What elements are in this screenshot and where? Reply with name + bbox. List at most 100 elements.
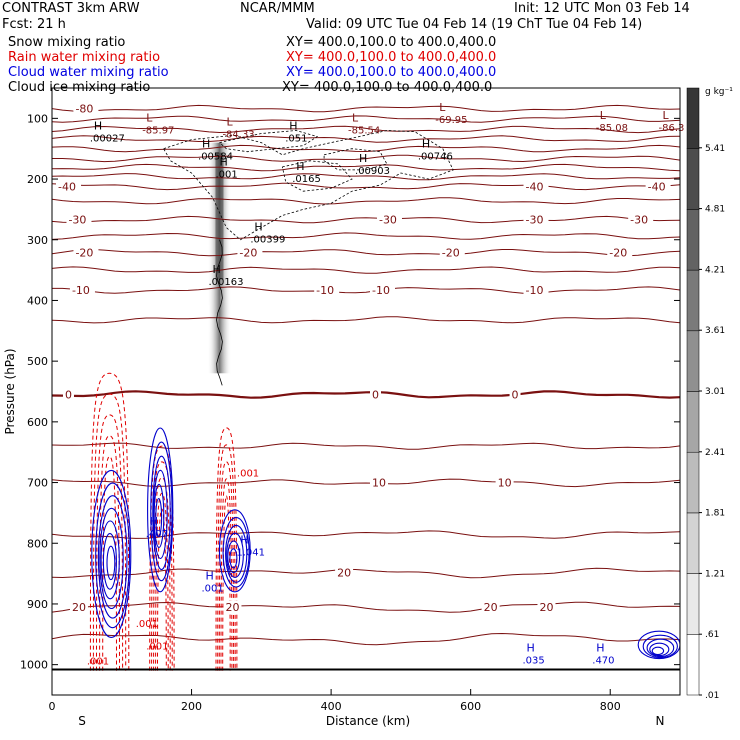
extremum-value: -85.97 [142,125,174,136]
y-axis-title: Pressure (hPa) [3,348,17,434]
colorbar-unit: g kg⁻¹ [705,87,733,97]
isotherm-0 [52,390,680,399]
colorbar-segment [686,634,700,696]
isotherm--50 [52,163,680,172]
rain-contour [102,456,117,671]
y-tick-label: 300 [27,234,48,247]
temp-label-bg [370,284,395,296]
cloud-water-contour [651,646,665,656]
colorbar-segment [686,573,700,635]
colorbar-label: 3.01 [705,387,725,397]
colorbar-segment [686,87,700,149]
temp-label: 0 [512,389,519,402]
cloud-water-contour [222,517,250,588]
isotherm-25 [52,601,680,613]
cloud-water-contour [227,540,241,574]
isotherm--35 [52,197,680,205]
extremum-value: .00584 [198,151,233,162]
x-tick-label: 200 [181,700,202,713]
temp-label-bg [62,388,74,400]
isotherm-10 [52,478,680,488]
colorbar-label: 2.41 [705,448,725,458]
rain-contour [89,372,130,671]
temp-label-bg [335,566,354,578]
colorbar-label: 1.21 [705,569,725,579]
temp-label: -10 [72,284,90,297]
extremum-mark: L [439,101,446,114]
isotherm--5 [52,316,680,324]
south-label: S [78,714,86,728]
isotherm-20 [52,567,680,579]
temp-label: 20 [539,601,553,614]
field-label-snow: Snow mixing ratio [8,35,126,50]
y-tick-label: 400 [27,294,48,307]
extremum-value: .00027 [90,133,125,144]
temp-label: 0 [65,389,72,402]
extremum-mark: H [289,119,297,132]
extremum-mark: L [352,111,359,124]
temp-label-bg [376,213,402,225]
extremum-mark: H [240,533,248,546]
snow-shading-layer [207,142,232,374]
extremum-mark: L [600,109,607,122]
colorbar-segment [686,209,700,271]
x-tick-label: 600 [460,700,481,713]
cloud-water-contour [95,482,131,629]
cloud-water-contour [152,455,171,571]
y-tick-label: 800 [27,537,48,550]
cloud-ice-contours [163,130,454,386]
cloud-ice-contour [323,148,388,171]
temp-label: 20 [225,601,239,614]
cloud-water-contour [153,469,168,560]
temp-label: -30 [68,214,86,227]
isotherm--25 [52,232,680,240]
extremum-mark: H [254,221,262,234]
isotherm--40 [52,182,680,191]
colorbar: 5.41 4.81 4.21 3.61 3.01 2.41 1.81 1.21 .61 .01 g … [686,87,733,701]
colorbar-label: 4.21 [705,265,725,275]
extremum-value: .035 [522,655,544,666]
temp-label: -30 [630,214,648,227]
isotherm--70 [52,125,680,134]
isotherm--60 [52,144,680,153]
cloud-water-contour [649,642,670,657]
field-xy-rain: XY= 400.0,100.0 to 400.0,400.0 [286,50,497,65]
cloud-water-contour [225,524,248,583]
colorbar-label: 5.41 [705,144,725,154]
isotherm--45 [52,173,680,181]
y-tick-label: 900 [27,598,48,611]
colorbar-label: .61 [705,630,719,640]
x-tick-label: 400 [321,700,342,713]
rain-label: .001 [136,619,158,630]
temp-label: -40 [58,180,76,193]
cloud-water-contour [100,520,120,600]
center-name: NCAR/MMM [240,1,315,16]
temp-label: -40 [648,180,666,193]
rain-label: .001 [146,641,168,652]
cloud-water-contour [218,509,251,593]
isotherm-30 [52,632,680,646]
colorbar-segment [686,451,700,514]
temp-label-bg [537,600,556,612]
temp-label: 20 [337,566,351,579]
temp-label: -30 [526,214,544,227]
temp-label: -30 [379,214,397,227]
extremum-value: .0165 [292,174,321,185]
colorbar-segment [686,512,700,574]
temp-label-bg [73,102,99,114]
valid-time: Valid: 09 UTC Tue 04 Feb 14 (19 ChT Tue … [306,17,643,32]
temp-label-bg [607,246,633,258]
x-tick-label: 800 [600,700,621,713]
extremum-mark: L [663,109,670,122]
cloud-water-contour [646,638,675,658]
y-tick-label: 500 [27,355,48,368]
temp-label: -20 [442,246,460,259]
temp-label: -20 [239,246,257,259]
temp-label-bg [69,600,88,612]
extremum-value: -69.95 [435,115,467,126]
temp-label: 0 [372,389,379,402]
extremum-value: .051 [285,133,307,144]
temp-label: 20 [484,601,498,614]
extremum-value: .00903 [355,166,390,177]
temp-label: -20 [75,246,93,259]
